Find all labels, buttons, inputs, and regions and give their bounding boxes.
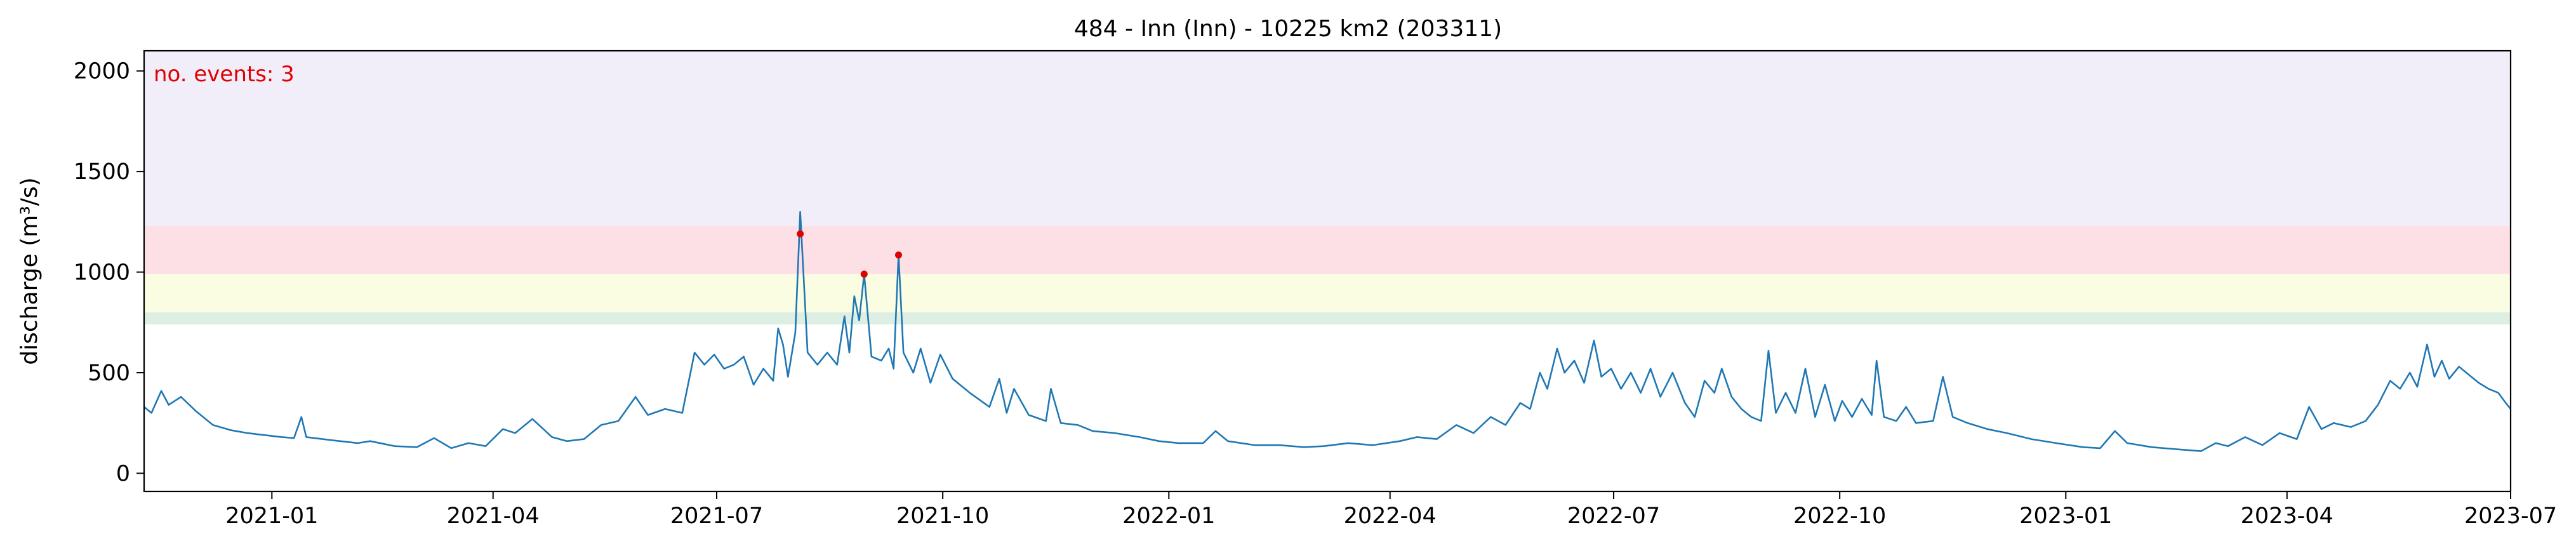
y-tick-label-4: 2000	[74, 59, 130, 84]
threshold-band-2	[144, 225, 2511, 274]
x-tick-label-3: 2021-10	[896, 503, 989, 529]
x-tick-label-4: 2022-01	[1122, 503, 1215, 529]
threshold-bands	[144, 51, 2511, 324]
y-tick-label-3: 1500	[74, 159, 130, 185]
series-group	[143, 211, 2512, 452]
x-axis: 2021-01 2021-04 2021-07 2021-10 2022-01 2022-…	[225, 491, 2557, 529]
y-tick-label-1: 500	[88, 361, 130, 386]
event-point-0	[797, 230, 804, 237]
threshold-band-1	[144, 274, 2511, 312]
x-tick-label-2: 2021-07	[670, 503, 763, 529]
plot-frame	[143, 50, 2512, 493]
x-tick-label-5: 2022-04	[1344, 503, 1437, 529]
chart-title: 484 - Inn (Inn) - 10225 km2 (203311)	[1074, 16, 1502, 42]
x-tick-label-0: 2021-01	[225, 503, 318, 529]
y-axis-label: discharge (m³/s)	[17, 177, 43, 364]
event-count-annotation: no. events: 3	[154, 62, 295, 87]
discharge-line-0	[143, 211, 2512, 452]
threshold-band-0	[144, 312, 2511, 324]
y-axis: 0 500 1000 1500 2000	[74, 59, 144, 486]
x-tick-label-9: 2023-04	[2241, 503, 2334, 529]
x-tick-label-6: 2022-07	[1567, 503, 1660, 529]
event-point-2	[894, 251, 902, 259]
y-tick-label-0: 0	[116, 461, 130, 486]
x-tick-label-8: 2023-01	[2019, 503, 2112, 529]
threshold-band-3	[144, 51, 2511, 226]
event-points	[797, 230, 902, 278]
x-tick-label-7: 2022-10	[1793, 503, 1886, 529]
x-tick-label-1: 2021-04	[447, 503, 540, 529]
y-tick-label-2: 1000	[74, 260, 130, 286]
event-point-1	[860, 270, 868, 278]
x-tick-label-10: 2023-07	[2464, 503, 2557, 529]
